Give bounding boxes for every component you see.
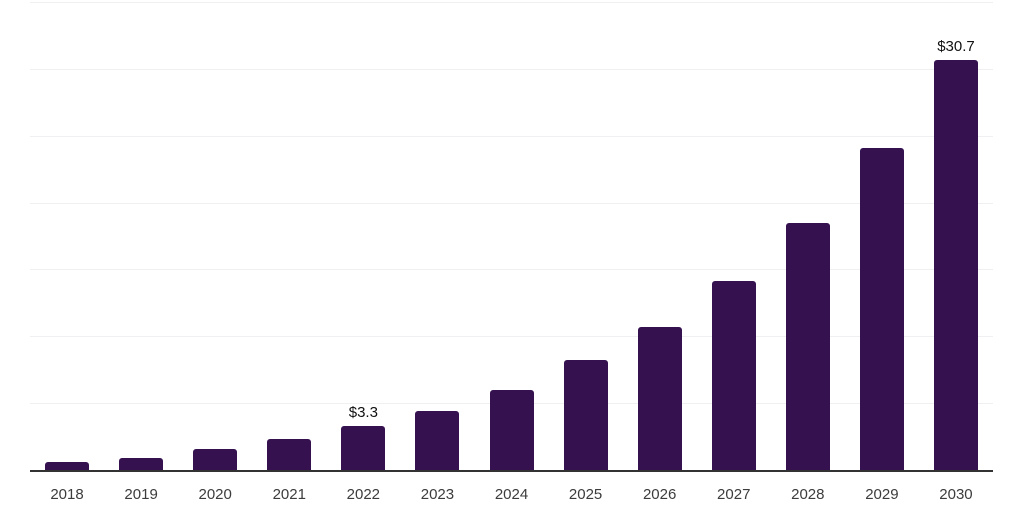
gridline (30, 202, 993, 204)
bar-slot-2029 (845, 2, 919, 470)
bar-2023 (415, 411, 460, 470)
gridline (30, 269, 993, 271)
x-tick-2029: 2029 (865, 486, 899, 503)
bar-slot-2027 (697, 2, 771, 470)
x-tick-2030: 2030 (939, 486, 973, 503)
bar-value-label-2030: $30.7 (937, 37, 975, 55)
bar-2022: $3.3 (341, 404, 386, 470)
x-tick-2025: 2025 (568, 486, 603, 503)
bar-slot-2022: $3.3 (326, 2, 400, 470)
x-tick-2020: 2020 (198, 486, 232, 503)
gridline (30, 68, 993, 70)
bar-2019 (119, 457, 164, 470)
x-tick-2021: 2021 (272, 486, 306, 503)
x-tick-2018: 2018 (50, 486, 84, 503)
bar-slot-2026 (623, 2, 697, 470)
bar-2020 (193, 448, 238, 470)
bar-2027 (711, 281, 756, 470)
x-tick-2024: 2024 (494, 486, 529, 503)
bar-slot-2028 (771, 2, 845, 470)
bar-slot-2019 (104, 2, 178, 470)
bar-slot-2030: $30.7 (919, 2, 993, 470)
bar-2029 (859, 147, 904, 470)
bar-slot-2021 (252, 2, 326, 470)
bar-value-label-2022: $3.3 (348, 403, 378, 421)
bars-row: $3.3 $30.7 (30, 2, 993, 470)
x-tick-2022: 2022 (346, 486, 381, 503)
bar-slot-2020 (178, 2, 252, 470)
bar-slot-2025 (549, 2, 623, 470)
x-tick-2028: 2028 (791, 486, 825, 503)
x-tick-2026: 2026 (642, 486, 677, 503)
bar-2021 (267, 439, 312, 470)
bar-2026 (637, 326, 682, 470)
bar-slot-2018 (30, 2, 104, 470)
bar-2024 (489, 389, 534, 470)
bar-2030: $30.7 (933, 38, 978, 470)
bar-2018 (45, 461, 90, 470)
x-axis: 2018 2019 2020 2021 2022 2023 2024 2025 2026 2027… (30, 472, 993, 503)
x-tick-2019: 2019 (124, 486, 158, 503)
gridline (30, 336, 993, 338)
bar-2025 (563, 360, 608, 470)
bar-2028 (785, 222, 830, 470)
bar-slot-2023 (400, 2, 474, 470)
x-tick-2023: 2023 (420, 486, 455, 503)
gridline (30, 135, 993, 137)
plot-area: $3.3 $30.7 (30, 2, 993, 472)
bar-slot-2024 (474, 2, 548, 470)
x-tick-2027: 2027 (717, 486, 751, 503)
gridline (30, 2, 993, 3)
